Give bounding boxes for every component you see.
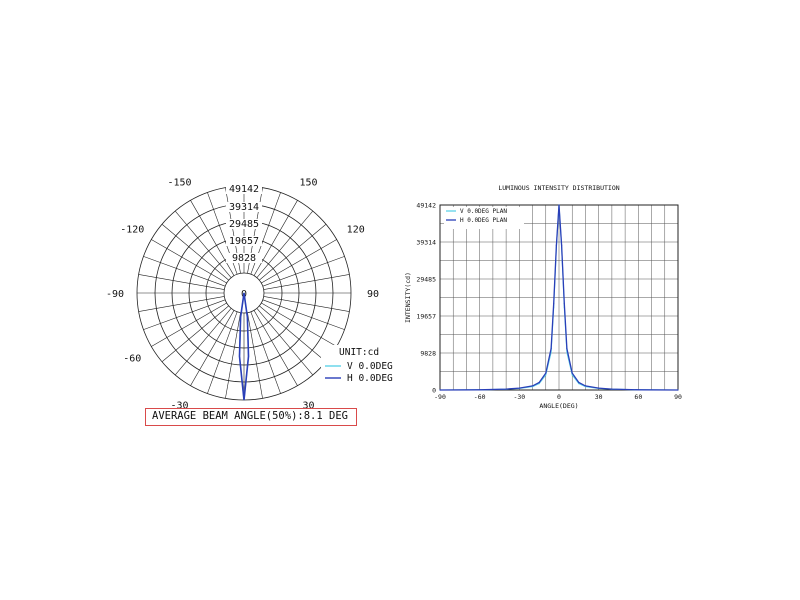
legend-label: H 0.0DEG <box>347 373 393 384</box>
legend-label: V 0.0DEG PLAN <box>460 208 507 215</box>
data-point <box>637 389 639 391</box>
y-tick-label: 9828 <box>420 350 436 358</box>
polar-spoke <box>174 308 232 376</box>
polar-spoke <box>262 299 345 330</box>
x-axis-label: ANGLE(DEG) <box>539 402 578 410</box>
polar-spoke <box>161 305 229 363</box>
radial-tick-bg <box>226 219 262 229</box>
x-tick-label: 0 <box>557 393 561 401</box>
x-tick-label: 30 <box>595 393 603 401</box>
polar-spoke <box>138 274 225 290</box>
beam-lobe-h <box>238 292 250 401</box>
data-point <box>538 381 540 384</box>
radial-tick-label: 29485 <box>229 219 259 230</box>
radial-tick-bg <box>226 253 262 263</box>
legend-label: H 0.0DEG PLAN <box>460 217 507 224</box>
radial-tick-label: 39314 <box>229 202 259 213</box>
data-point <box>518 387 520 389</box>
polar-spoke <box>247 312 263 399</box>
data-point <box>578 381 580 384</box>
data-point <box>571 372 573 374</box>
polar-spoke <box>253 200 298 276</box>
polar-spoke <box>174 210 232 278</box>
data-point <box>439 389 441 391</box>
polar-spoke <box>262 256 345 287</box>
data-point <box>531 385 534 387</box>
y-tick-label: 0 <box>432 387 436 395</box>
x-tick-label: -90 <box>434 393 446 401</box>
data-point <box>598 387 600 389</box>
radial-tick-bg <box>226 236 262 246</box>
legend-label: V 0.0DEG <box>347 361 393 372</box>
data-point <box>553 302 555 305</box>
x-tick-label: 90 <box>674 393 682 401</box>
luminous-intensity-line-chart: LUMINOUS INTENSITY DISTRIBUTION 0 9828 1965… <box>404 184 682 410</box>
data-point <box>555 244 557 246</box>
legend-bg <box>444 207 524 229</box>
chart-title: LUMINOUS INTENSITY DISTRIBUTION <box>498 184 619 192</box>
polar-spoke <box>207 311 238 394</box>
polar-spoke <box>190 200 235 276</box>
data-point <box>563 302 565 305</box>
angle-label: -150 <box>167 177 191 188</box>
y-tick-label: 29485 <box>416 276 436 284</box>
polar-spoke <box>250 311 281 394</box>
angle-label: -60 <box>123 354 141 365</box>
unit-label: UNIT:cd <box>339 347 379 358</box>
radial-tick-label: 49142 <box>229 184 259 195</box>
data-point <box>545 372 547 374</box>
angle-label: -90 <box>106 289 124 300</box>
polar-spoke <box>161 223 229 281</box>
radial-tick-label: 19657 <box>229 236 259 247</box>
angle-label: 30 <box>302 401 314 412</box>
polar-spoke <box>256 210 314 278</box>
line-chart-grid <box>439 204 679 391</box>
polar-spoke <box>151 239 227 284</box>
data-point <box>550 347 552 350</box>
angle-label: 90 <box>367 289 379 300</box>
polar-spoke <box>143 256 226 287</box>
polar-spoke <box>259 223 327 281</box>
beam-angle-annotation: AVERAGE BEAM ANGLE(50%):8.1 DEG <box>145 408 357 426</box>
angle-label: 150 <box>299 177 317 188</box>
angle-label: -120 <box>120 225 144 236</box>
y-tick-label: 39314 <box>416 238 436 246</box>
data-point <box>561 244 563 246</box>
data-point <box>558 204 560 206</box>
radial-tick-label: 9828 <box>232 253 256 264</box>
polar-spoke <box>263 274 350 290</box>
data-point <box>479 389 481 391</box>
data-point <box>584 385 587 387</box>
polar-spoke <box>261 239 337 284</box>
x-tick-label: -60 <box>474 393 486 401</box>
radial-tick-bg <box>226 202 262 212</box>
polar-spoke <box>259 305 327 363</box>
polar-spoke <box>143 299 226 330</box>
polar-spoke <box>225 312 241 399</box>
polar-spoke <box>256 308 314 376</box>
x-tick-label: 60 <box>634 393 642 401</box>
y-axis-label: INTENSITY(cd) <box>404 272 412 323</box>
angle-label: 120 <box>347 225 365 236</box>
polar-spoke <box>190 310 235 386</box>
polar-spoke <box>263 296 350 312</box>
radial-tick-bg <box>226 184 262 194</box>
legend-bg <box>321 345 396 391</box>
data-point <box>677 389 679 391</box>
polar-grid <box>136 185 352 401</box>
data-point <box>505 388 507 390</box>
polar-spoke <box>253 310 298 386</box>
x-tick-label: -30 <box>513 393 525 401</box>
angle-label: -30 <box>170 401 188 412</box>
polar-spoke <box>261 302 337 347</box>
polar-spoke <box>138 296 225 312</box>
data-point <box>611 388 613 390</box>
y-tick-label: 49142 <box>416 202 436 210</box>
y-tick-label: 19657 <box>416 312 436 320</box>
data-point <box>566 347 568 350</box>
polar-spoke <box>151 302 227 347</box>
